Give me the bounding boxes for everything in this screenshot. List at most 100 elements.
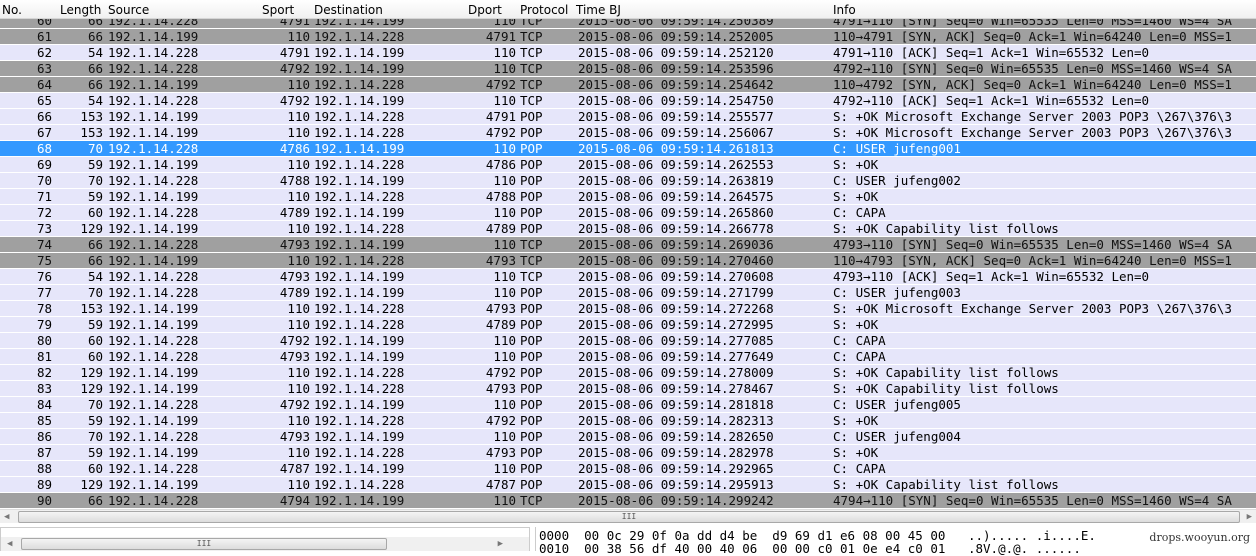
packet-row[interactable]: 72 60 192.1.14.228 4789 192.1.14.199 110 POP 20… — [0, 205, 1256, 221]
cell-dport: 4791 — [485, 29, 516, 44]
packet-row[interactable]: 82 129 192.1.14.199 110 192.1.14.228 4792 POP 2… — [0, 365, 1256, 381]
packet-row[interactable]: 85 59 192.1.14.199 110 192.1.14.228 4792 POP 20… — [0, 413, 1256, 429]
packet-row[interactable]: 69 59 192.1.14.199 110 192.1.14.228 4786 POP 20… — [0, 157, 1256, 173]
col-header-source[interactable]: Source — [108, 3, 150, 17]
col-header-time[interactable]: Time BJ — [576, 3, 621, 17]
packet-row[interactable]: 62 54 192.1.14.228 4791 192.1.14.199 110 TCP 20… — [0, 45, 1256, 61]
packet-row[interactable]: 89 129 192.1.14.199 110 192.1.14.228 4787 POP 2… — [0, 477, 1256, 493]
packet-row[interactable]: 75 66 192.1.14.199 110 192.1.14.228 4793 TCP 20… — [0, 253, 1256, 269]
packet-row[interactable]: 65 54 192.1.14.228 4792 192.1.14.199 110 TCP 20… — [0, 93, 1256, 109]
cell-no: 86 — [36, 429, 52, 444]
cell-time: 2015-08-06 09:59:14.299242 — [578, 493, 774, 508]
details-scroll-thumb[interactable]: III — [21, 538, 387, 550]
cell-time: 2015-08-06 09:59:14.271799 — [578, 285, 774, 300]
packet-row[interactable]: 88 60 192.1.14.228 4787 192.1.14.199 110 POP 20… — [0, 461, 1256, 477]
cell-dst: 192.1.14.199 — [314, 93, 405, 108]
packet-row[interactable]: 83 129 192.1.14.199 110 192.1.14.228 4793 POP 2… — [0, 381, 1256, 397]
cell-dst: 192.1.14.228 — [314, 157, 405, 172]
packet-row[interactable]: 61 66 192.1.14.199 110 192.1.14.228 4791 TCP 20… — [0, 29, 1256, 45]
cell-dport: 110 — [493, 461, 516, 476]
cell-time: 2015-08-06 09:59:14.255577 — [578, 109, 774, 124]
packet-details-pane[interactable]: ◀ III ▶ — [0, 527, 530, 551]
cell-proto: POP — [520, 445, 543, 460]
cell-proto: POP — [520, 381, 543, 396]
cell-time: 2015-08-06 09:59:14.281818 — [578, 397, 774, 412]
cell-proto: TCP — [520, 77, 543, 92]
cell-dst: 192.1.14.199 — [314, 173, 405, 188]
cell-dst: 192.1.14.199 — [314, 205, 405, 220]
col-header-destination[interactable]: Destination — [314, 3, 383, 17]
cell-info: C: USER jufeng002 — [833, 173, 961, 188]
packet-row[interactable]: 76 54 192.1.14.228 4793 192.1.14.199 110 TCP 20… — [0, 269, 1256, 285]
col-header-no[interactable]: No. — [2, 3, 22, 17]
col-header-dport[interactable]: Dport — [468, 3, 502, 17]
packet-list-hscrollbar[interactable]: ◀ III ▶ — [0, 509, 1256, 523]
packet-row[interactable]: 80 60 192.1.14.228 4792 192.1.14.199 110 POP 20… — [0, 333, 1256, 349]
cell-src: 192.1.14.228 — [108, 61, 199, 76]
cell-dst: 192.1.14.199 — [314, 269, 405, 284]
packet-row[interactable]: 79 59 192.1.14.199 110 192.1.14.228 4789 POP 20… — [0, 317, 1256, 333]
packet-row[interactable]: 84 70 192.1.14.228 4792 192.1.14.199 110 POP 20… — [0, 397, 1256, 413]
cell-len: 59 — [87, 317, 103, 332]
packet-row[interactable]: 77 70 192.1.14.228 4789 192.1.14.199 110 POP 20… — [0, 285, 1256, 301]
cell-len: 66 — [87, 29, 103, 44]
cell-len: 70 — [87, 285, 103, 300]
packet-row[interactable]: 81 60 192.1.14.228 4793 192.1.14.199 110 POP 20… — [0, 349, 1256, 365]
cell-dport: 110 — [493, 429, 516, 444]
col-header-info[interactable]: Info — [833, 3, 856, 17]
packet-row[interactable]: 63 66 192.1.14.228 4792 192.1.14.199 110 TCP 20… — [0, 61, 1256, 77]
packet-row[interactable]: 70 70 192.1.14.228 4788 192.1.14.199 110 POP 20… — [0, 173, 1256, 189]
cell-no: 84 — [36, 397, 52, 412]
cell-no: 64 — [36, 77, 52, 92]
cell-no: 70 — [36, 173, 52, 188]
cell-src: 192.1.14.199 — [108, 317, 199, 332]
cell-len: 70 — [87, 173, 103, 188]
cell-time: 2015-08-06 09:59:14.254642 — [578, 77, 774, 92]
cell-no: 68 — [36, 141, 52, 156]
cell-no: 75 — [36, 253, 52, 268]
packet-row[interactable]: 87 59 192.1.14.199 110 192.1.14.228 4793 POP 20… — [0, 445, 1256, 461]
cell-src: 192.1.14.228 — [108, 461, 199, 476]
cell-dst: 192.1.14.199 — [314, 61, 405, 76]
cell-len: 60 — [87, 349, 103, 364]
cell-dport: 4792 — [485, 365, 516, 380]
packet-row[interactable]: 74 66 192.1.14.228 4793 192.1.14.199 110 TCP 20… — [0, 237, 1256, 253]
packet-row[interactable]: 67 153 192.1.14.199 110 192.1.14.228 4792 POP 2… — [0, 125, 1256, 141]
cell-sport: 4792 — [279, 93, 310, 108]
col-header-length[interactable]: Length — [60, 3, 102, 17]
cell-sport: 110 — [287, 445, 310, 460]
packet-row[interactable]: 73 129 192.1.14.199 110 192.1.14.228 4789 POP 2… — [0, 221, 1256, 237]
col-header-protocol[interactable]: Protocol — [520, 3, 569, 17]
packet-row[interactable]: 66 153 192.1.14.199 110 192.1.14.228 4791 POP 2… — [0, 109, 1256, 125]
packet-row[interactable]: 78 153 192.1.14.199 110 192.1.14.228 4793 POP 2… — [0, 301, 1256, 317]
cell-proto: POP — [520, 317, 543, 332]
packet-list[interactable]: 60 66 192.1.14.228 4791 192.1.14.199 110 TCP 20… — [0, 13, 1256, 509]
cell-src: 192.1.14.228 — [108, 237, 199, 252]
details-scroll-left-icon[interactable]: ◀ — [7, 539, 13, 549]
cell-time: 2015-08-06 09:59:14.262553 — [578, 157, 774, 172]
packet-row[interactable]: 90 66 192.1.14.228 4794 192.1.14.199 110 TCP 20… — [0, 493, 1256, 509]
cell-len: 129 — [80, 221, 103, 236]
cell-time: 2015-08-06 09:59:14.272268 — [578, 301, 774, 316]
cell-len: 54 — [87, 93, 103, 108]
cell-dport: 4789 — [485, 221, 516, 236]
cell-src: 192.1.14.228 — [108, 429, 199, 444]
cell-sport: 110 — [287, 477, 310, 492]
cell-time: 2015-08-06 09:59:14.272995 — [578, 317, 774, 332]
scroll-right-arrow-icon[interactable]: ▶ — [1246, 512, 1252, 522]
cell-info: S: +OK Capability list follows — [833, 365, 1059, 380]
details-hscrollbar[interactable]: ◀ III ▶ — [1, 537, 529, 551]
col-header-sport[interactable]: Sport — [262, 3, 295, 17]
packet-row[interactable]: 64 66 192.1.14.199 110 192.1.14.228 4792 TCP 20… — [0, 77, 1256, 93]
packet-row[interactable]: 71 59 192.1.14.199 110 192.1.14.228 4788 POP 20… — [0, 189, 1256, 205]
packet-row[interactable]: 86 70 192.1.14.228 4793 192.1.14.199 110 POP 20… — [0, 429, 1256, 445]
scroll-left-arrow-icon[interactable]: ◀ — [4, 512, 10, 522]
cell-src: 192.1.14.199 — [108, 125, 199, 140]
cell-info: C: USER jufeng001 — [833, 141, 961, 156]
cell-time: 2015-08-06 09:59:14.253596 — [578, 61, 774, 76]
scroll-thumb[interactable]: III — [18, 511, 1240, 523]
packet-row[interactable]: 68 70 192.1.14.228 4786 192.1.14.199 110 POP 20… — [0, 141, 1256, 157]
cell-dst: 192.1.14.228 — [314, 477, 405, 492]
details-scroll-right-icon[interactable]: ▶ — [497, 539, 503, 549]
cell-info: S: +OK Microsoft Exchange Server 2003 PO… — [833, 109, 1232, 124]
